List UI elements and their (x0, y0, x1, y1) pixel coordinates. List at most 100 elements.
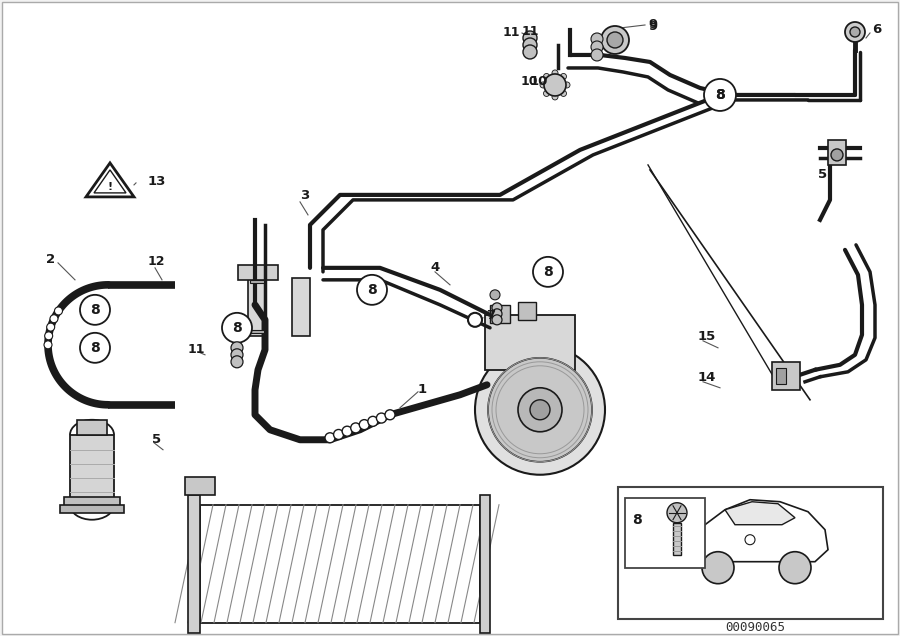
Bar (77, 420, 107, 435)
Bar (238, 265, 278, 280)
Circle shape (779, 551, 811, 584)
Circle shape (80, 295, 110, 325)
Circle shape (368, 417, 378, 426)
Circle shape (523, 31, 537, 45)
Circle shape (351, 423, 361, 433)
Circle shape (544, 90, 550, 97)
Bar (250, 280, 264, 283)
Circle shape (385, 410, 395, 420)
Text: 12: 12 (148, 256, 166, 268)
Circle shape (544, 74, 550, 80)
Text: 11: 11 (522, 25, 539, 39)
Text: 13: 13 (148, 176, 166, 188)
Circle shape (831, 149, 843, 161)
Circle shape (530, 400, 550, 420)
Circle shape (564, 82, 570, 88)
Text: 2: 2 (46, 253, 55, 266)
Text: 8: 8 (90, 303, 100, 317)
Text: 5: 5 (152, 433, 161, 446)
Text: 8: 8 (367, 283, 377, 297)
Text: 9: 9 (648, 20, 657, 34)
Bar (64, 497, 120, 509)
Text: !: ! (107, 182, 112, 192)
Text: 8: 8 (716, 88, 724, 102)
Bar (673, 523, 681, 555)
Circle shape (342, 426, 352, 436)
Circle shape (845, 22, 865, 42)
Text: 14: 14 (698, 371, 716, 384)
Text: 8: 8 (632, 513, 642, 527)
Circle shape (80, 333, 110, 363)
Bar (250, 330, 264, 333)
Circle shape (231, 356, 243, 368)
Text: 4: 4 (430, 261, 439, 274)
Text: 6: 6 (872, 24, 881, 36)
Circle shape (702, 551, 734, 584)
Circle shape (492, 303, 502, 313)
Circle shape (492, 315, 502, 325)
Text: 3: 3 (300, 190, 310, 202)
Circle shape (50, 315, 58, 322)
Circle shape (357, 275, 387, 305)
Text: 8: 8 (232, 321, 242, 335)
Bar (485, 315, 575, 370)
Bar (248, 278, 266, 336)
Text: 10: 10 (530, 76, 548, 88)
Circle shape (552, 94, 558, 100)
Text: 15: 15 (698, 330, 716, 343)
Bar (292, 278, 310, 336)
Circle shape (601, 26, 629, 54)
Circle shape (540, 82, 546, 88)
Circle shape (231, 342, 243, 354)
Bar (625, 498, 705, 568)
Text: 5: 5 (818, 169, 827, 181)
Text: 11: 11 (188, 343, 205, 356)
Text: 8: 8 (543, 265, 553, 279)
Bar (772, 362, 800, 390)
Circle shape (523, 45, 537, 59)
Circle shape (607, 32, 623, 48)
Polygon shape (685, 500, 828, 562)
Text: 7: 7 (486, 309, 495, 322)
Circle shape (533, 257, 563, 287)
Circle shape (591, 49, 603, 61)
Bar (185, 477, 215, 495)
Circle shape (523, 38, 537, 52)
Circle shape (591, 41, 603, 53)
Circle shape (667, 502, 687, 523)
Circle shape (468, 313, 482, 327)
Text: 00090065: 00090065 (725, 621, 785, 634)
Bar (490, 305, 510, 323)
Bar (200, 505, 480, 623)
Circle shape (45, 332, 53, 340)
Circle shape (552, 70, 558, 76)
Text: 9: 9 (648, 18, 657, 32)
Circle shape (325, 432, 335, 443)
Polygon shape (86, 163, 134, 197)
Bar (518, 302, 536, 320)
Circle shape (544, 74, 566, 96)
Circle shape (55, 307, 62, 315)
Text: 1: 1 (418, 384, 428, 396)
Bar (480, 495, 490, 633)
Circle shape (561, 74, 566, 80)
Bar (70, 435, 114, 505)
Circle shape (47, 323, 55, 331)
Text: 8: 8 (716, 88, 724, 102)
Circle shape (44, 341, 52, 349)
Circle shape (745, 535, 755, 544)
Circle shape (518, 388, 562, 432)
Circle shape (376, 413, 386, 423)
Circle shape (850, 27, 860, 37)
Bar (60, 505, 124, 513)
Circle shape (488, 358, 592, 462)
Circle shape (591, 33, 603, 45)
Circle shape (704, 79, 736, 111)
Circle shape (231, 349, 243, 361)
Bar (188, 495, 200, 633)
Circle shape (492, 309, 502, 319)
Text: 10: 10 (520, 76, 538, 88)
Circle shape (359, 420, 369, 430)
Circle shape (490, 290, 500, 300)
Circle shape (334, 429, 344, 439)
